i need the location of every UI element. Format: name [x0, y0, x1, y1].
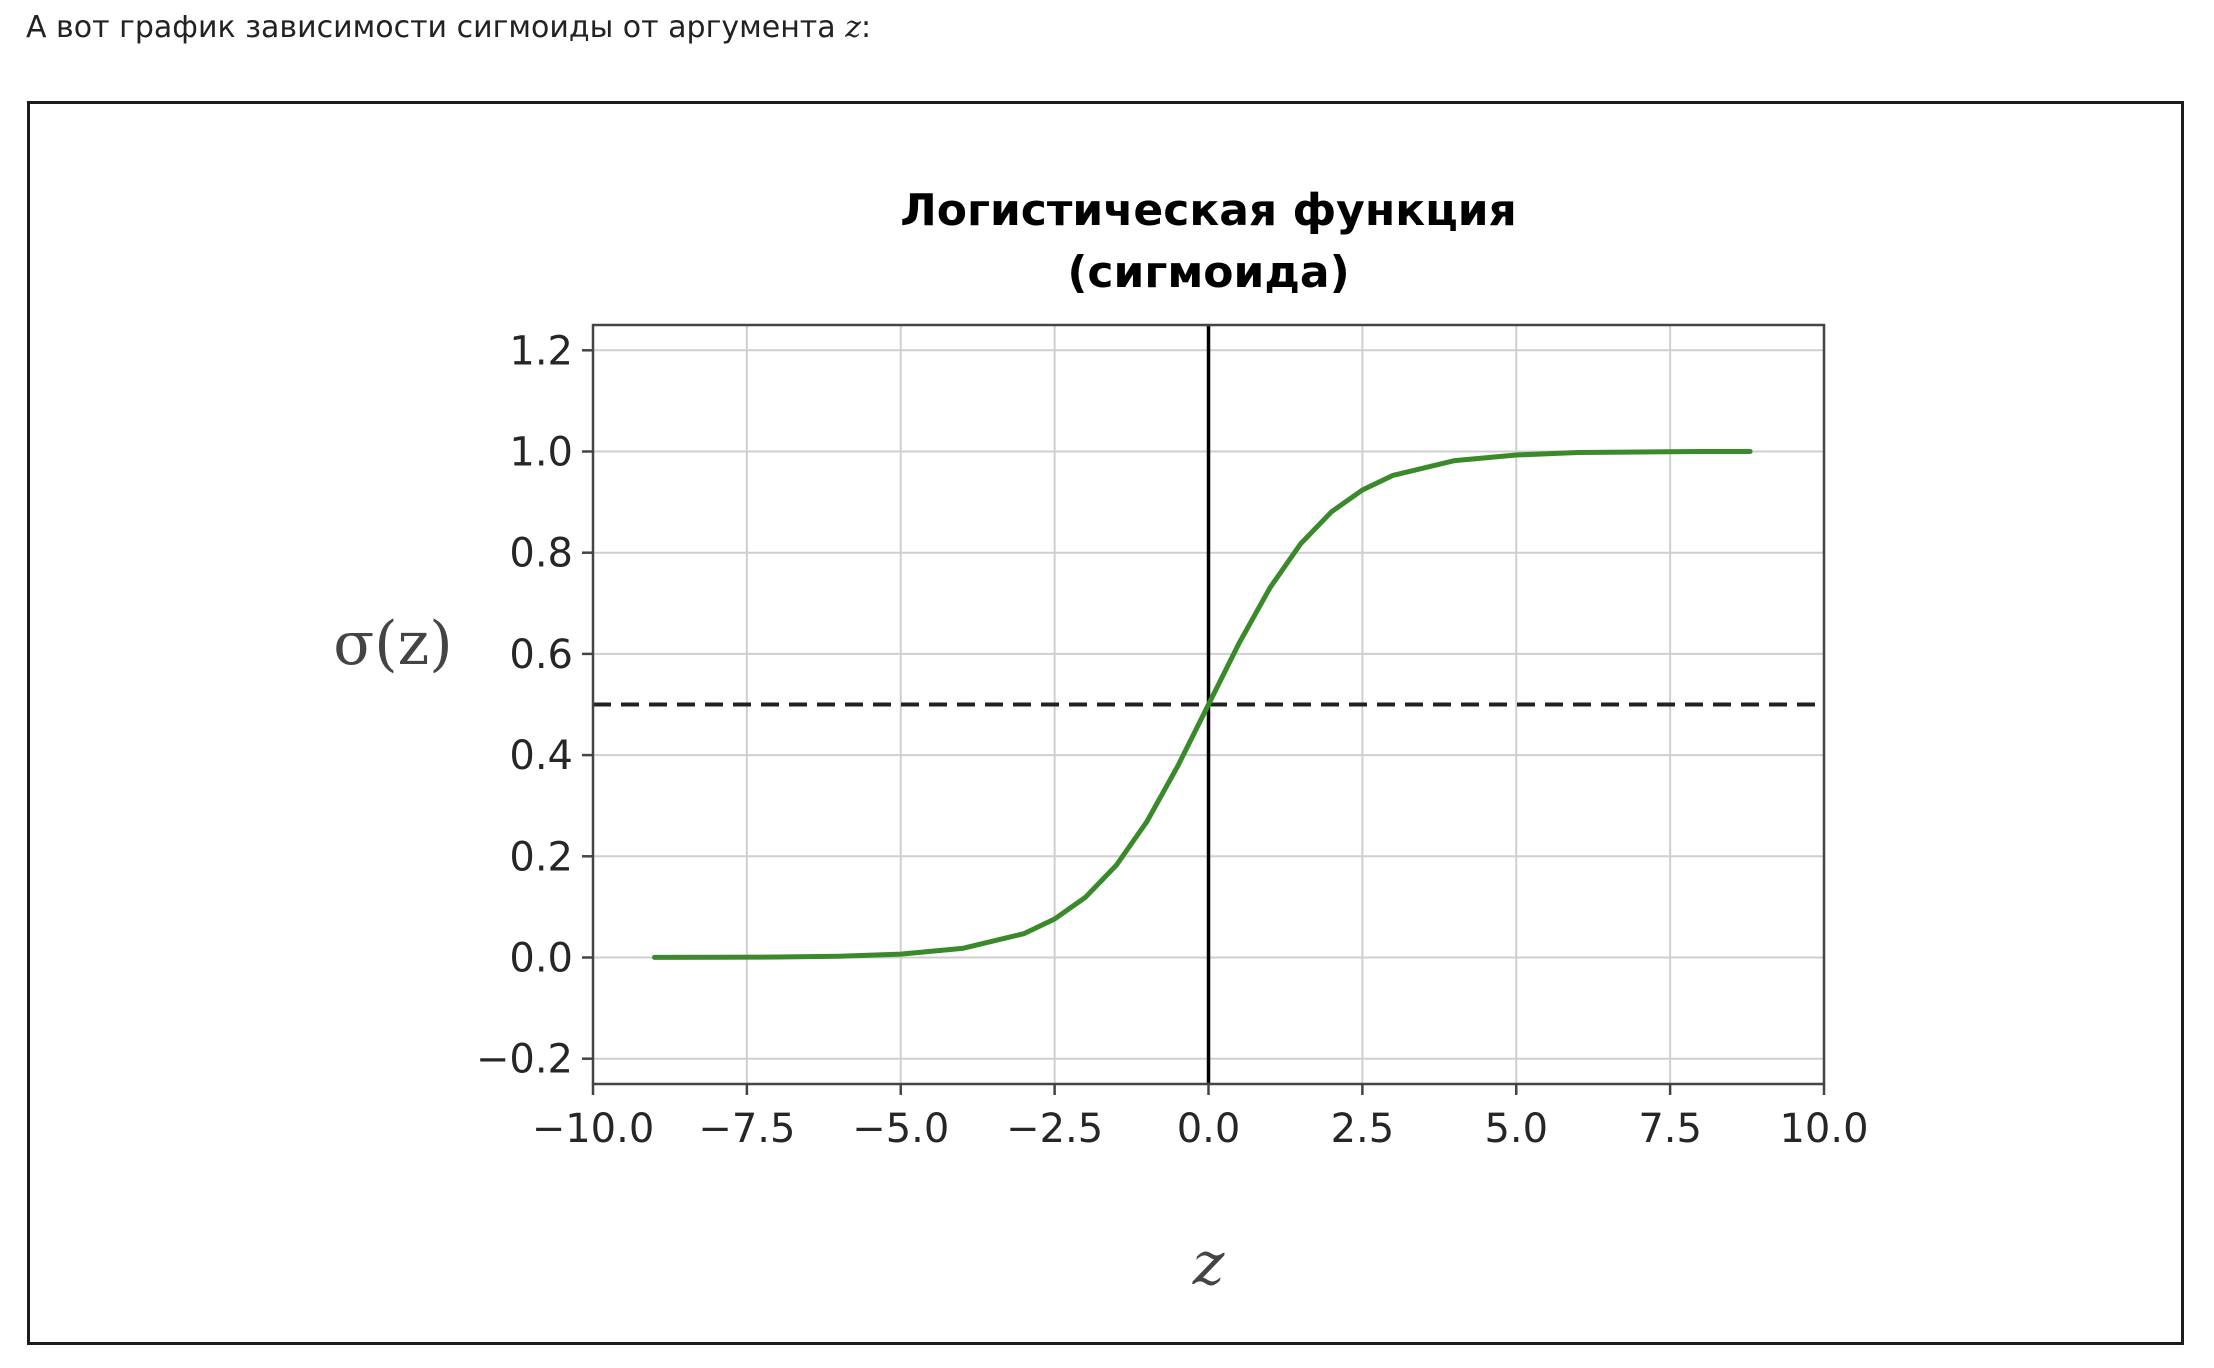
chart-frame: −10.0 −7.5 −5.0 −2.5 0.0 2.5 5.0 7.5 10.0 −0.2 0.0… — [27, 101, 2184, 1345]
x-tick-label-3: −2.5 — [1006, 1106, 1103, 1152]
x-tick-label-7: 7.5 — [1638, 1106, 1702, 1152]
intro-suffix: : — [861, 10, 872, 45]
y-tick-label-3: 0.4 — [509, 733, 573, 779]
x-tick-label-1: −7.5 — [698, 1106, 795, 1152]
y-tick-label-5: 0.8 — [509, 531, 573, 577]
y-tick-label-6: 1.0 — [509, 430, 573, 476]
x-axis-label: z — [1192, 1229, 1225, 1299]
chart-title-line-2: (сигмоида) — [1067, 247, 1349, 298]
chart-text: −10.0 −7.5 −5.0 −2.5 0.0 2.5 5.0 7.5 10.0 −0.2 0.0… — [333, 185, 1868, 1299]
x-tick-label-0: −10.0 — [532, 1106, 655, 1152]
intro-text-main: А вот график зависимости сигмоиды от арг… — [26, 10, 846, 45]
y-tick-label-0: −0.2 — [476, 1037, 573, 1083]
x-tick-label-5: 2.5 — [1331, 1106, 1395, 1152]
x-tick-label-8: 10.0 — [1779, 1106, 1868, 1152]
axes — [582, 323, 1826, 1095]
sigmoid-chart: −10.0 −7.5 −5.0 −2.5 0.0 2.5 5.0 7.5 10.0 −0.2 0.0… — [333, 185, 1868, 1299]
chart-title-line-1: Логистическая функция — [900, 185, 1517, 236]
x-tick-label-2: −5.0 — [852, 1106, 949, 1152]
x-tick-label-6: 5.0 — [1484, 1106, 1548, 1152]
y-tick-label-7: 1.2 — [509, 328, 573, 374]
y-tick-label-2: 0.2 — [509, 834, 573, 880]
x-tick-label-4: 0.0 — [1177, 1106, 1241, 1152]
series-layer — [652, 449, 1753, 960]
sigmoid-curve — [652, 449, 1753, 960]
intro-text: А вот график зависимости сигмоиды от арг… — [26, 10, 871, 45]
intro-variable: z — [845, 10, 862, 45]
y-tick-label-1: 0.0 — [509, 936, 573, 982]
y-axis-label: σ(z) — [333, 609, 452, 679]
y-tick-label-4: 0.6 — [509, 632, 573, 678]
